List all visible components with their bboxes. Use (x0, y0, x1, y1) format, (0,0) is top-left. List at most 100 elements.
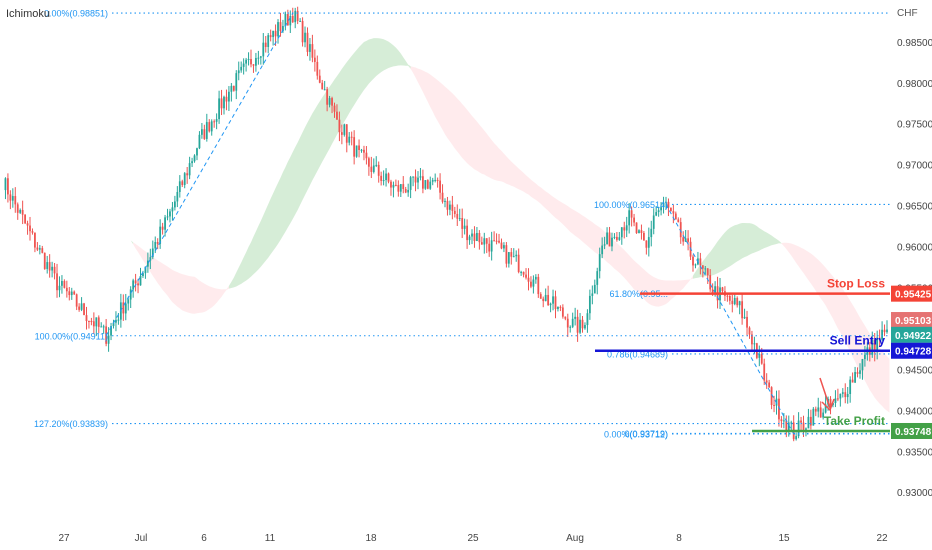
candle-body (751, 334, 753, 345)
candle-body (512, 256, 515, 258)
candle-body (409, 177, 412, 190)
candle-body (618, 237, 621, 240)
candle-body (640, 230, 643, 233)
candle-body (53, 266, 56, 274)
price-tick-label: 0.98000 (897, 79, 932, 90)
candle-body (36, 247, 39, 250)
candle-body (419, 176, 422, 178)
candle-body (286, 13, 289, 26)
sell-entry-badge-bg (891, 342, 932, 359)
candle-body (800, 420, 802, 423)
candle-body (615, 236, 618, 240)
candle-body (29, 225, 31, 232)
candle-body (223, 96, 225, 109)
candle-body (770, 387, 773, 405)
candle-body (805, 428, 807, 430)
time-tick-label: 15 (778, 533, 790, 544)
candle-body (596, 271, 599, 285)
candle-body (832, 403, 834, 405)
stop-loss-badge: 0.95425 (895, 290, 932, 301)
previous-close-badge: 0.95103 (895, 316, 932, 327)
candle-body (88, 320, 90, 322)
candle-body (660, 207, 662, 211)
candle-body (500, 242, 503, 249)
candle-body (878, 337, 881, 340)
candle-body (586, 313, 589, 326)
candle-body (144, 266, 147, 274)
candle-body (711, 289, 714, 293)
candle-body (127, 299, 130, 304)
candle-body (834, 398, 837, 404)
candle-body (257, 57, 260, 59)
candle-body (178, 181, 181, 192)
candle-body (758, 354, 761, 358)
candle-body (876, 337, 879, 353)
candle-body (706, 268, 709, 276)
candle-body (569, 326, 572, 328)
candle-body (309, 44, 311, 52)
candle-body (665, 201, 667, 203)
candle-body (73, 291, 76, 295)
candle-body (704, 268, 707, 270)
candle-body (382, 180, 385, 182)
candle-body (861, 359, 864, 371)
candle-body (34, 232, 36, 248)
candle-body (245, 59, 247, 64)
candle-body (731, 300, 734, 305)
candle-body (213, 121, 216, 123)
take-profit-badge: 0.93748 (895, 427, 932, 438)
candle-body (473, 233, 476, 242)
candle-body (468, 236, 471, 241)
candle-body (458, 218, 461, 220)
candle-body (367, 158, 370, 167)
candle-body (353, 137, 356, 157)
candle-body (61, 281, 63, 286)
candle-body (849, 379, 852, 394)
candle-body (166, 216, 169, 218)
candle-body (284, 13, 287, 26)
candle-body (358, 145, 360, 150)
candle-body (785, 420, 788, 431)
candle-body (355, 145, 358, 157)
candle-body (316, 61, 319, 76)
time-tick-label: 27 (58, 533, 70, 544)
candle-body (625, 225, 628, 231)
price-tick-label: 0.97000 (897, 161, 932, 172)
candle-body (323, 89, 326, 91)
candle-body (412, 176, 414, 178)
candle-body (100, 326, 103, 328)
candle-body (156, 242, 159, 244)
candle-body (16, 204, 19, 213)
candle-body (306, 32, 309, 52)
candle-body (603, 244, 606, 246)
candle-body (90, 321, 93, 323)
candle-body (466, 225, 468, 241)
candle-body (881, 329, 883, 340)
time-tick-label: 18 (365, 533, 377, 544)
candle-body (328, 98, 331, 105)
candle-body (559, 306, 562, 308)
candle-body (426, 180, 429, 189)
candle-body (746, 316, 748, 328)
candle-body (107, 335, 110, 344)
candle-body (176, 191, 179, 202)
candle-body (110, 326, 112, 336)
candle-body (584, 325, 586, 329)
candle-body (856, 372, 859, 374)
candle-body (385, 173, 387, 181)
candle-body (809, 416, 812, 426)
candle-body (670, 207, 672, 212)
cloud-segment (410, 66, 694, 307)
candle-body (574, 316, 577, 319)
candle-body (822, 412, 825, 418)
candle-body (289, 16, 292, 26)
candle-body (48, 262, 51, 271)
candle-body (667, 201, 670, 208)
candle-body (593, 284, 596, 294)
candle-body (277, 22, 279, 37)
candle-body (483, 238, 486, 245)
candle-body (522, 271, 525, 275)
candle-body (510, 252, 513, 257)
candle-body (534, 276, 537, 280)
